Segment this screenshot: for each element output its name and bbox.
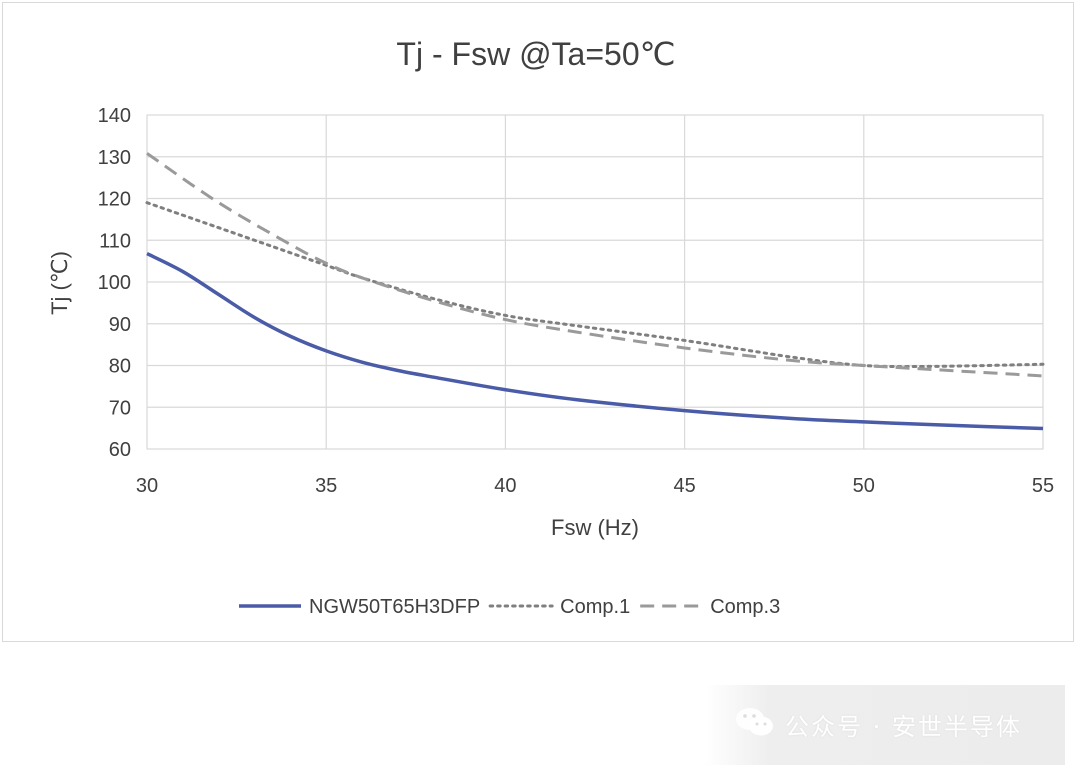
x-tick-label: 55: [1032, 475, 1054, 497]
series-line-comp-1: [145, 201, 1045, 369]
legend-label: NGW50T65H3DFP: [309, 596, 480, 618]
x-tick-label: 40: [494, 475, 516, 497]
y-tick-label: 80: [109, 356, 131, 378]
y-tick-label: 100: [98, 272, 131, 294]
wechat-icon: [736, 708, 773, 736]
legend-label: Comp.3: [710, 596, 780, 618]
series-line-ngw50t65h3dfp: [146, 252, 1044, 431]
grid-layer: [146, 114, 1044, 450]
chart-frame: Tj - Fsw @Ta=50℃ 60 70 80 90 100 110 120 130 140…: [2, 2, 1074, 642]
tick-layer: 60 70 80 90 100 110 120 130 140 30 35 40 45 50 55: [98, 105, 1055, 497]
x-tick-label: 30: [136, 475, 158, 497]
y-tick-label: 140: [98, 105, 131, 127]
x-tick-label: 45: [673, 475, 695, 497]
x-tick-label: 35: [315, 475, 337, 497]
chart-svg: Tj - Fsw @Ta=50℃ 60 70 80 90 100 110 120 130 140…: [47, 36, 1055, 618]
y-tick-label: 120: [98, 189, 131, 211]
legend-label: Comp.1: [560, 596, 630, 618]
watermark-text: 公众号 · 安世半导体: [785, 713, 1022, 741]
y-tick-label: 90: [109, 314, 131, 336]
y-tick-label: 70: [109, 397, 131, 419]
legend: NGW50T65H3DFP Comp.1 Comp.3: [239, 596, 780, 618]
x-tick-label: 50: [853, 475, 875, 497]
y-tick-label: 60: [109, 439, 131, 461]
watermark: 公众号 · 安世半导体: [705, 685, 1065, 765]
series-line-comp-3: [146, 152, 1044, 378]
y-axis-title: Tj (℃): [47, 251, 72, 315]
x-axis-title: Fsw (Hz): [551, 515, 639, 540]
y-tick-label: 130: [98, 147, 131, 169]
y-tick-label: 110: [99, 230, 131, 252]
chart-title: Tj - Fsw @Ta=50℃: [396, 36, 675, 72]
series-layer: [145, 152, 1045, 431]
